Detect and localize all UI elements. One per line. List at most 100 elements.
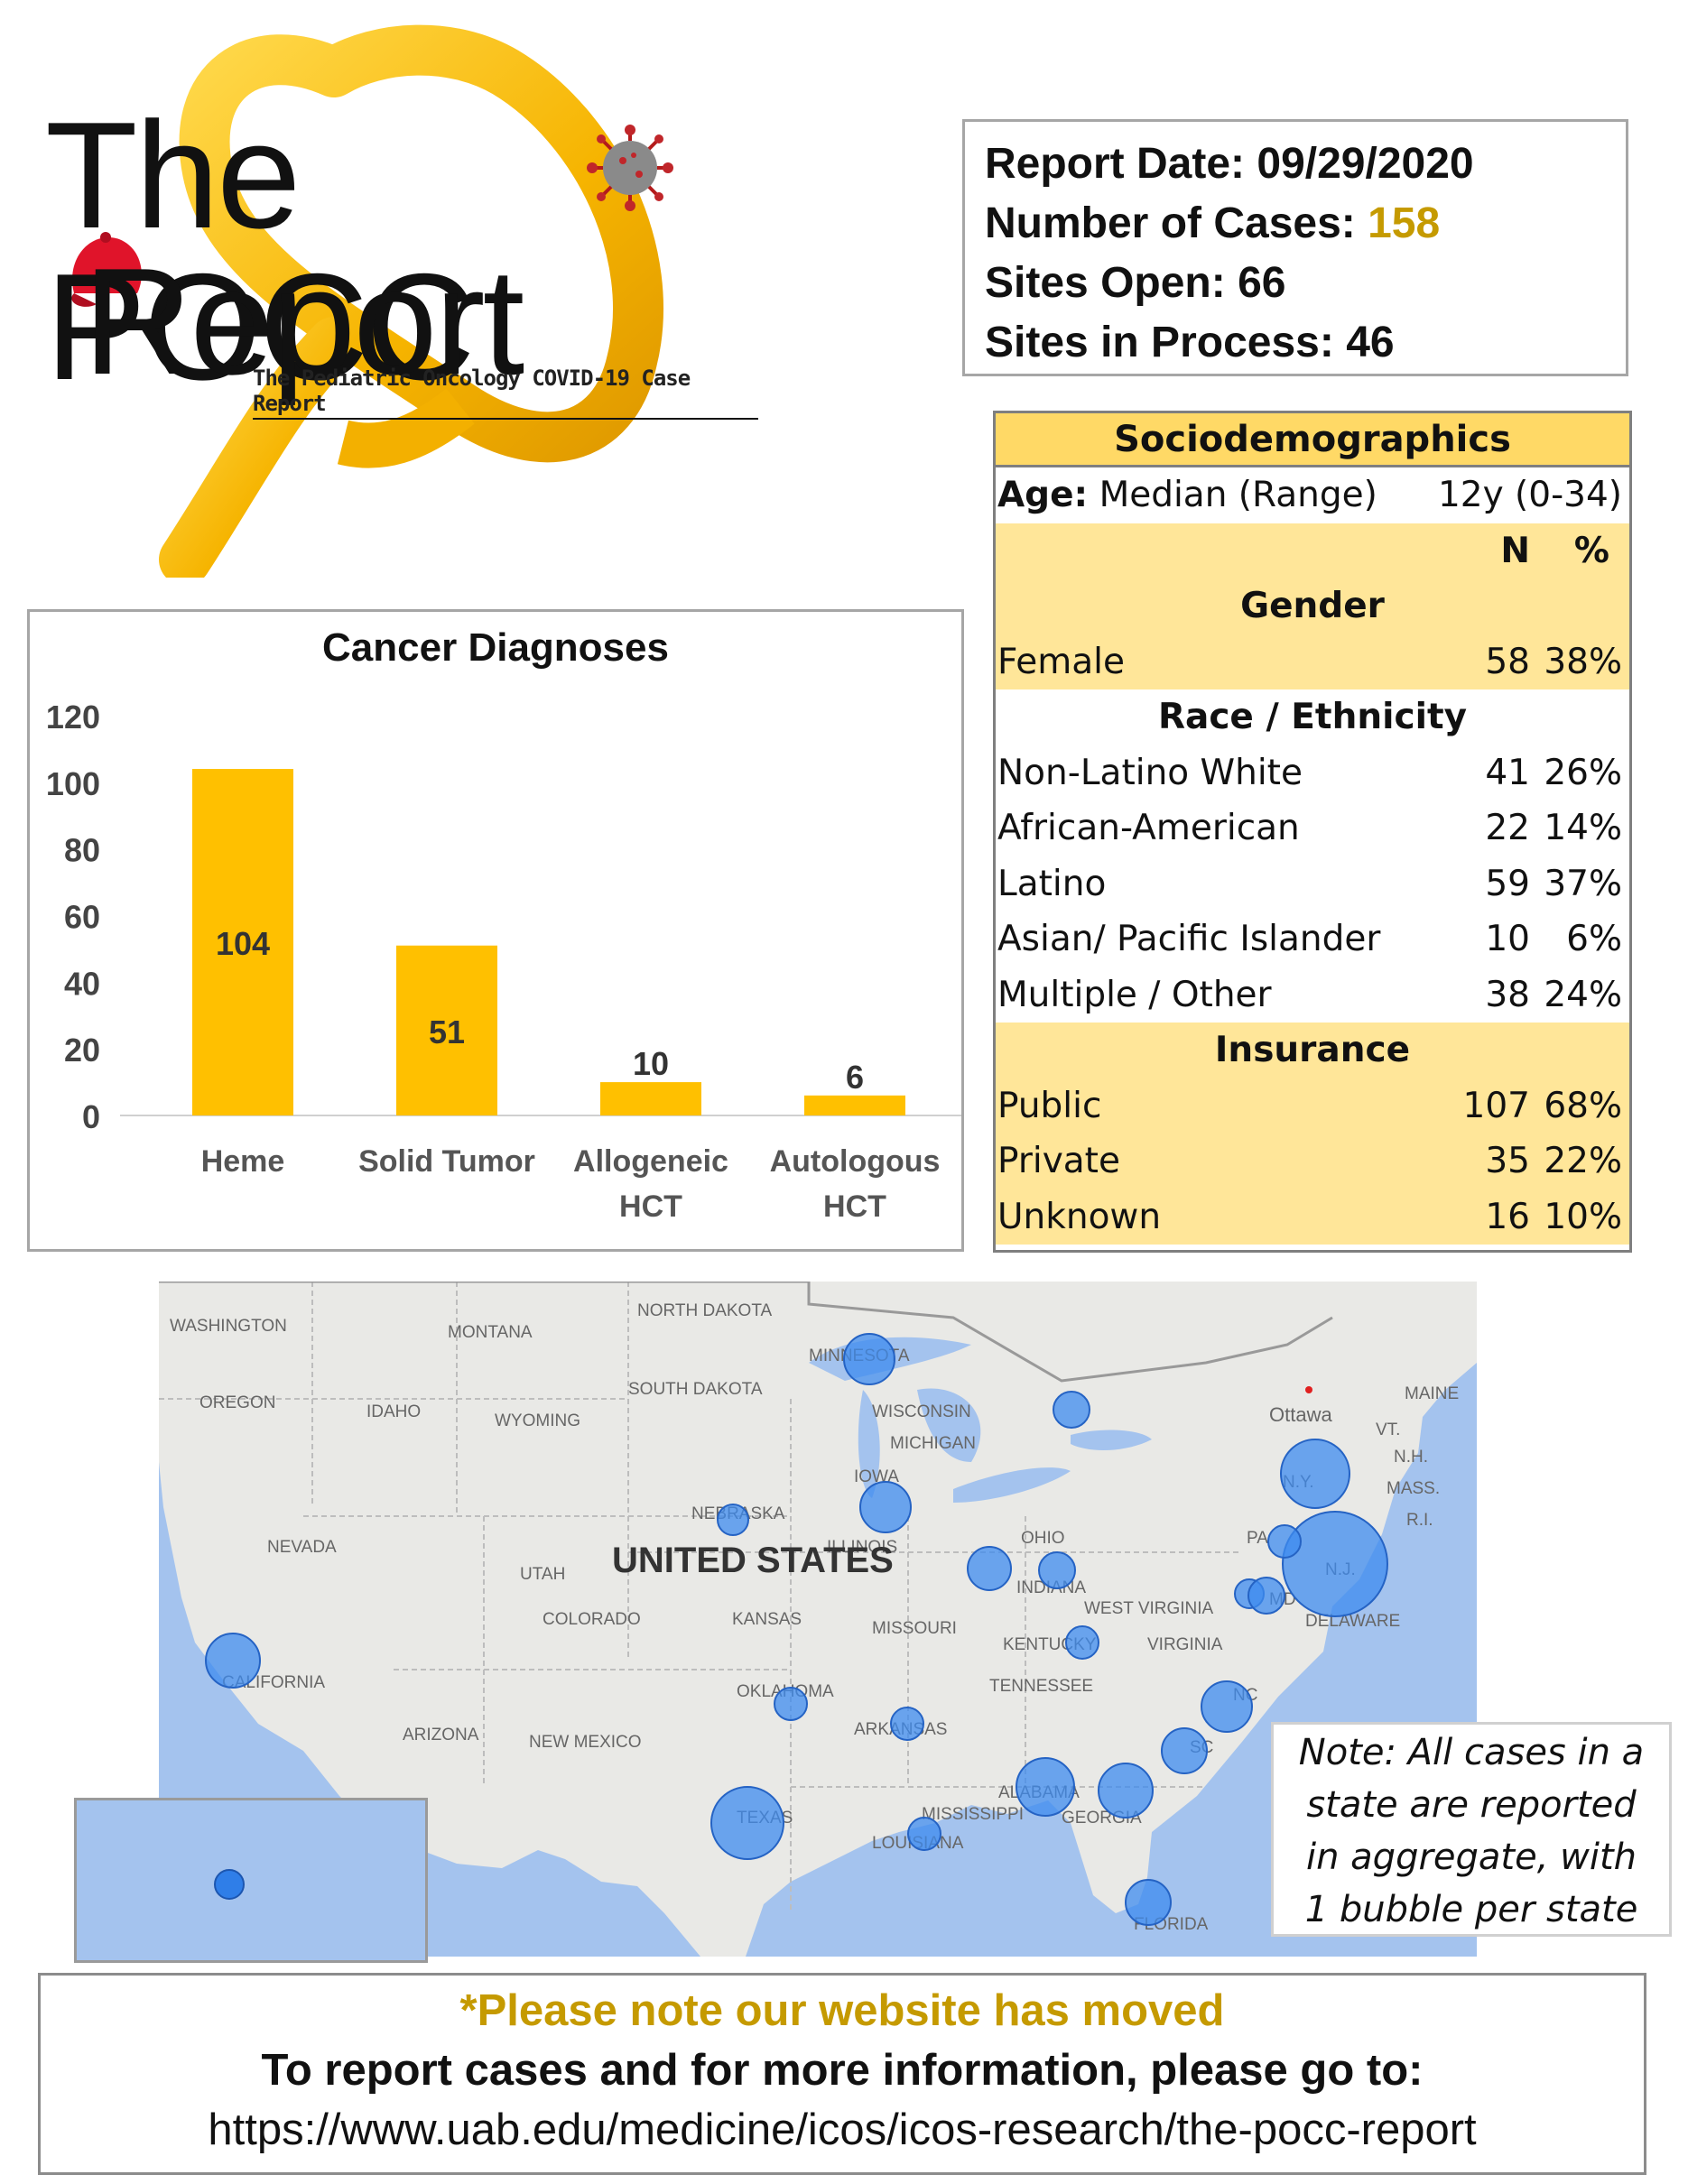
sites-process-value: 46 <box>1346 319 1395 366</box>
cancer-diagnoses-chart: Cancer Diagnoses 0 20 40 60 80 100 120 104 Heme 51… <box>27 609 964 1252</box>
gender-rows: Female 58 38% <box>996 634 1629 689</box>
y-tick-label: 120 <box>46 699 100 736</box>
y-tick-label: 80 <box>64 832 100 869</box>
state-case-bubble <box>1247 1577 1285 1615</box>
race-n: 41 <box>1485 752 1530 793</box>
map-place-label: WYOMING <box>495 1411 580 1430</box>
report-instructions: To report cases and for more information… <box>261 2046 1424 2095</box>
column-header-row: N % <box>996 523 1629 578</box>
bar-data-label: 104 <box>216 925 270 962</box>
state-case-bubble <box>1282 1511 1388 1617</box>
race-rows: Non-Latino White 41 26% African-American 22 1… <box>996 745 1629 1023</box>
map-place-label: VT. <box>1376 1421 1400 1439</box>
race-n: 22 <box>1485 808 1530 848</box>
state-case-bubble <box>843 1333 895 1385</box>
age-label: Age: <box>997 475 1089 515</box>
race-row: Non-Latino White 41 26% <box>996 745 1629 801</box>
bar <box>192 769 293 1115</box>
y-tick-label: 100 <box>46 765 100 802</box>
insurance-pct: 10% <box>1544 1196 1622 1237</box>
map-place-label: UTAH <box>520 1565 565 1584</box>
map-place-label: VIRGINIA <box>1147 1635 1223 1654</box>
race-row: African-American 22 14% <box>996 800 1629 856</box>
race-n: 59 <box>1485 863 1530 904</box>
gender-pct: 38% <box>1544 641 1622 682</box>
map-note: Note: All cases in a state are reported … <box>1271 1722 1672 1937</box>
lake-erie <box>953 1467 1071 1503</box>
insurance-n: 35 <box>1485 1141 1530 1181</box>
map-place-label: NEW MEXICO <box>529 1733 642 1752</box>
state-case-bubble <box>1098 1763 1154 1818</box>
map-place-label: ILLINOIS <box>827 1538 897 1557</box>
race-label: Non-Latino White <box>997 752 1303 793</box>
sites-process-label: Sites in Process: <box>985 319 1334 366</box>
map-place-label: COLORADO <box>543 1610 641 1629</box>
state-case-bubble <box>1201 1680 1253 1733</box>
bar-data-label: 51 <box>429 1013 465 1050</box>
map-place-label: WISCONSIN <box>872 1402 971 1421</box>
gender-n: 58 <box>1485 641 1530 682</box>
socio-title: Sociodemographics <box>996 413 1629 467</box>
chart-canvas: Cancer Diagnoses 0 20 40 60 80 100 120 104 Heme 51… <box>46 625 961 1224</box>
x-category-label: Heme <box>201 1144 285 1179</box>
state-case-bubble <box>1065 1625 1099 1660</box>
map-place-label: IDAHO <box>366 1402 421 1421</box>
map-place-label: SOUTH DAKOTA <box>628 1380 763 1399</box>
note-line-3: in aggregate, with <box>1305 1837 1637 1878</box>
state-case-bubble <box>907 1817 941 1851</box>
note-line-2: state are reported <box>1306 1784 1637 1826</box>
insurance-rows: Public 107 68% Private 35 22% Unknown 16 10% <box>996 1078 1629 1245</box>
y-tick-label: 0 <box>82 1098 100 1135</box>
report-date-value: 09/29/2020 <box>1257 140 1474 188</box>
map-place-label: R.I. <box>1406 1511 1433 1530</box>
report-date-row: Report Date: 09/29/2020 <box>985 134 1606 194</box>
bar-data-label: 10 <box>633 1045 669 1082</box>
race-n: 38 <box>1485 974 1530 1015</box>
state-case-bubble <box>1161 1727 1208 1774</box>
state-case-bubble <box>1016 1757 1075 1817</box>
virus-icon <box>587 125 673 211</box>
report-date-label: Report Date: <box>985 140 1246 188</box>
race-row: Asian/ Pacific Islander 10 6% <box>996 912 1629 967</box>
insurance-label: Unknown <box>997 1196 1162 1237</box>
website-moved-notice: *Please note our website has moved <box>459 1986 1225 2035</box>
sites-open-row: Sites Open: 66 <box>985 254 1606 313</box>
map-place-label: OREGON <box>199 1393 275 1412</box>
insurance-label: Public <box>997 1085 1102 1126</box>
col-pct: % <box>1573 530 1609 571</box>
bar <box>396 945 497 1115</box>
website-url-link[interactable]: https://www.uab.edu/medicine/icos/icos-r… <box>208 2105 1477 2154</box>
x-category-label: Solid Tumor <box>358 1144 535 1179</box>
race-section-title: Race / Ethnicity <box>1157 697 1468 737</box>
insurance-row: Public 107 68% <box>996 1078 1629 1134</box>
x-category-label: Allogeneic <box>573 1144 728 1179</box>
y-tick-label: 60 <box>64 899 100 936</box>
y-tick-label: 20 <box>64 1032 100 1069</box>
chart-title: Cancer Diagnoses <box>322 625 669 670</box>
sociodemographics-table: Sociodemographics Age: Median (Range) 12… <box>993 411 1632 1253</box>
bar-data-label: 6 <box>846 1059 864 1096</box>
col-n: N <box>1500 530 1530 571</box>
lake-michigan <box>858 1390 880 1498</box>
insurance-label: Private <box>997 1141 1120 1181</box>
state-case-bubble <box>710 1786 784 1860</box>
map-place-label: TENNESSEE <box>989 1677 1093 1696</box>
state-case-bubble <box>774 1687 808 1721</box>
race-label: Asian/ Pacific Islander <box>997 919 1381 959</box>
race-label: Multiple / Other <box>997 974 1272 1015</box>
map-place-label: MAINE <box>1405 1384 1459 1403</box>
age-desc: Median (Range) <box>1099 475 1377 515</box>
x-category-label: HCT <box>823 1189 886 1224</box>
race-pct: 24% <box>1544 974 1622 1015</box>
footer-box: *Please note our website has moved To re… <box>38 1973 1646 2175</box>
state-case-bubble <box>1267 1524 1302 1559</box>
logo-subtitle: The Pediatric Oncology COVID-19 Case Rep… <box>253 366 758 420</box>
hawaii-inset <box>74 1798 428 1963</box>
race-label: African-American <box>997 808 1300 848</box>
race-row: Multiple / Other 38 24% <box>996 967 1629 1023</box>
insurance-pct: 22% <box>1544 1141 1622 1181</box>
race-pct: 6% <box>1566 919 1622 959</box>
race-pct: 14% <box>1544 808 1622 848</box>
map-place-label: WASHINGTON <box>170 1317 287 1336</box>
y-tick-label: 40 <box>64 965 100 1002</box>
